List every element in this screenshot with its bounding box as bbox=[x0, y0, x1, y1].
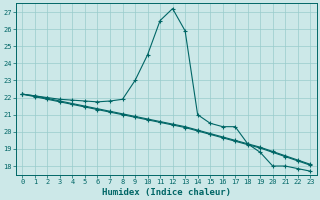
X-axis label: Humidex (Indice chaleur): Humidex (Indice chaleur) bbox=[102, 188, 231, 197]
